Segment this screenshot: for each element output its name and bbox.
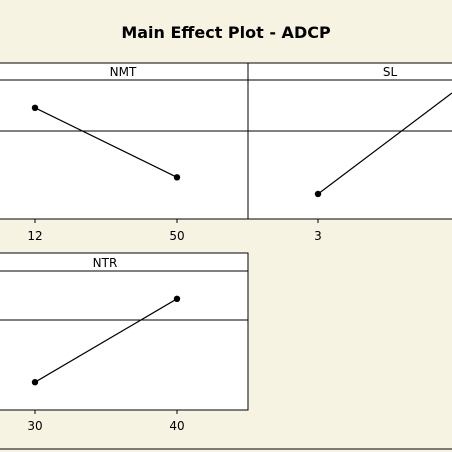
panel-nmt-tick-label-50: 50 [169, 229, 184, 243]
panel-nmt-point-50 [173, 174, 181, 181]
panel-ntr-point-40 [173, 295, 181, 302]
panel-sl-effect-line [317, 92, 452, 195]
panel-nmt-label: NMT [110, 65, 137, 79]
panel-sl-frame [247, 62, 452, 220]
panel-nmt-tick-label-12: 12 [27, 229, 42, 243]
panel-ntr-tick-label-40: 40 [169, 419, 184, 433]
panel-nmt-frame [0, 62, 249, 220]
panel-ntr: NTR 30 40 [0, 252, 249, 433]
panel-sl-point-3 [314, 190, 322, 198]
panel-sl: SL 3 [247, 62, 452, 243]
panel-sl-label: SL [383, 65, 398, 79]
panel-ntr-frame [0, 252, 249, 411]
chart-title: Main Effect Plot - ADCP [121, 23, 331, 42]
panel-sl-tick-label-3: 3 [314, 229, 322, 243]
panel-ntr-effect-line [34, 298, 178, 383]
panel-ntr-tick-label-30: 30 [27, 419, 42, 433]
panel-ntr-point-30 [31, 379, 39, 386]
panel-nmt-point-12 [31, 104, 39, 112]
panel-nmt: NMT 12 50 [0, 62, 249, 243]
panel-nmt-effect-line [34, 107, 178, 178]
panel-ntr-label: NTR [93, 256, 118, 270]
